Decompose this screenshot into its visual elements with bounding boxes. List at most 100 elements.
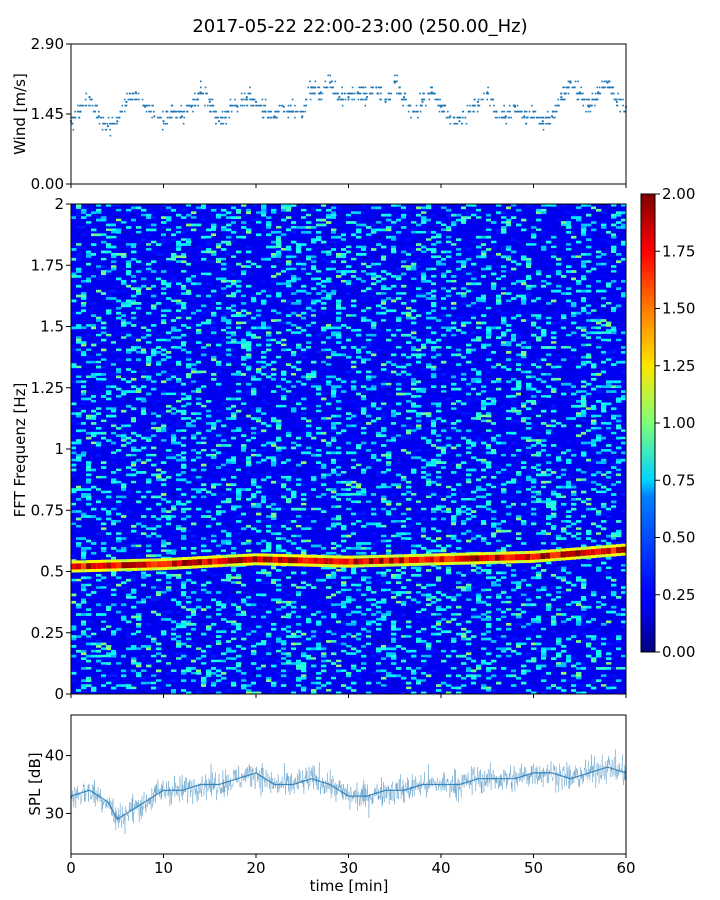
spectrogram-cell (81, 302, 87, 305)
spectrogram-cell (171, 319, 177, 322)
spectrogram-cell (361, 213, 367, 217)
wind-point (153, 110, 155, 113)
spectrogram-cell (446, 311, 452, 315)
spectrogram-cell (126, 348, 132, 352)
spectrogram-cell (531, 265, 537, 268)
spectrogram-cell (336, 255, 342, 259)
spectrogram-cell (236, 279, 242, 283)
spectrogram-cell (321, 326, 327, 330)
spectrogram-cell (356, 328, 362, 332)
wind-point (473, 110, 475, 113)
spectrogram-cell (581, 390, 587, 393)
spectrogram-cell (336, 333, 342, 337)
spectrogram-cell (506, 213, 512, 217)
spectrogram-cell (141, 316, 147, 320)
spectrogram-cell (221, 402, 227, 406)
spectrogram-cell (181, 365, 187, 369)
spectrogram-cell (471, 211, 477, 215)
spectrogram-cell (381, 306, 387, 310)
spectrogram-cell (126, 351, 132, 354)
spectrogram-cell (596, 319, 602, 322)
spectrogram-cell (566, 336, 572, 340)
spectrogram-cell (166, 282, 172, 286)
spectrogram-cell (71, 363, 77, 366)
wind-point (183, 116, 185, 119)
spectrogram-cell (291, 353, 297, 357)
spectrogram-cell (316, 250, 322, 254)
spectrogram-cell (601, 333, 607, 337)
spectrogram-cell (281, 277, 287, 281)
spectrogram-cell (346, 255, 352, 259)
spectrogram-cell (306, 260, 312, 264)
spectrogram-cell (431, 243, 437, 246)
spectrogram-cell (336, 257, 342, 261)
spectrogram-cell (431, 375, 437, 379)
wind-point (569, 80, 572, 83)
spectrogram-cell (376, 275, 382, 278)
spectrogram-cell (211, 230, 217, 234)
spectrogram-cell (501, 382, 507, 386)
spectrogram-cell (146, 250, 152, 254)
spectrogram-cell (586, 270, 592, 273)
spectrogram-cell (611, 267, 617, 271)
spectrogram-cell (531, 400, 537, 403)
spectrogram-cell (331, 284, 337, 288)
spectrogram-cell (591, 353, 597, 357)
spectrogram-cell (521, 279, 527, 283)
spectrogram-cell (86, 375, 92, 379)
spectrogram-cell (521, 282, 527, 286)
spectrogram-cell (176, 233, 182, 237)
spectrogram-cell (296, 368, 302, 371)
spectrogram-cell (456, 324, 462, 327)
spectrogram-cell (376, 265, 382, 268)
spectrogram-cell (221, 277, 227, 281)
spectrogram-cell (421, 233, 427, 237)
wind-point (407, 110, 410, 113)
spectrogram-cell (326, 360, 332, 364)
spectrogram-cell (141, 326, 147, 330)
spectrogram-cell (261, 257, 267, 261)
wind-point (613, 92, 615, 95)
spectrogram-cell (606, 324, 612, 327)
spectrogram-cell (611, 328, 617, 332)
spectrogram-cell (241, 306, 247, 310)
spectrogram-cell (191, 338, 197, 342)
spectrogram-cell (136, 390, 142, 393)
spectrogram-cell (486, 306, 492, 310)
wind-point (332, 86, 334, 89)
wind-point (359, 92, 361, 95)
spectrogram-cell (311, 238, 317, 242)
spectrogram-cell (316, 282, 322, 286)
spectrogram-cell (236, 404, 242, 408)
spectrogram-cell (416, 395, 422, 398)
wind-point (314, 92, 316, 95)
spectrogram-cell (416, 240, 422, 244)
spectrogram-cell (71, 289, 77, 293)
spectrogram-cell (586, 346, 592, 349)
spectrogram-cell (531, 226, 537, 229)
spectrogram-cell (296, 262, 302, 266)
spectrogram-cell (111, 255, 117, 259)
spectrogram-cell (301, 355, 307, 359)
spectrogram-cell (556, 348, 562, 352)
spectrogram-cell (386, 250, 392, 254)
spectrogram-cell (551, 395, 557, 398)
spectrogram-cell (411, 277, 417, 281)
spectrogram-cell (196, 255, 202, 259)
spectrogram-cell (276, 253, 282, 256)
spectrogram-cell (551, 275, 557, 278)
spectrogram-cell (616, 397, 622, 401)
spectrogram-cell (206, 206, 212, 210)
wind-point (256, 104, 259, 107)
wind-point (412, 110, 415, 113)
spectrogram-cell (146, 228, 152, 232)
wind-point (441, 110, 443, 113)
spectrogram-cell (616, 400, 622, 403)
spectrogram-cell (361, 299, 367, 303)
spectrogram-cell (91, 275, 97, 278)
spectrogram-cell (266, 385, 272, 389)
spectrogram-cell (261, 213, 267, 217)
spectrogram-cell (211, 226, 217, 229)
spectrogram-cell (241, 363, 247, 366)
spectrogram-cell (101, 275, 107, 278)
